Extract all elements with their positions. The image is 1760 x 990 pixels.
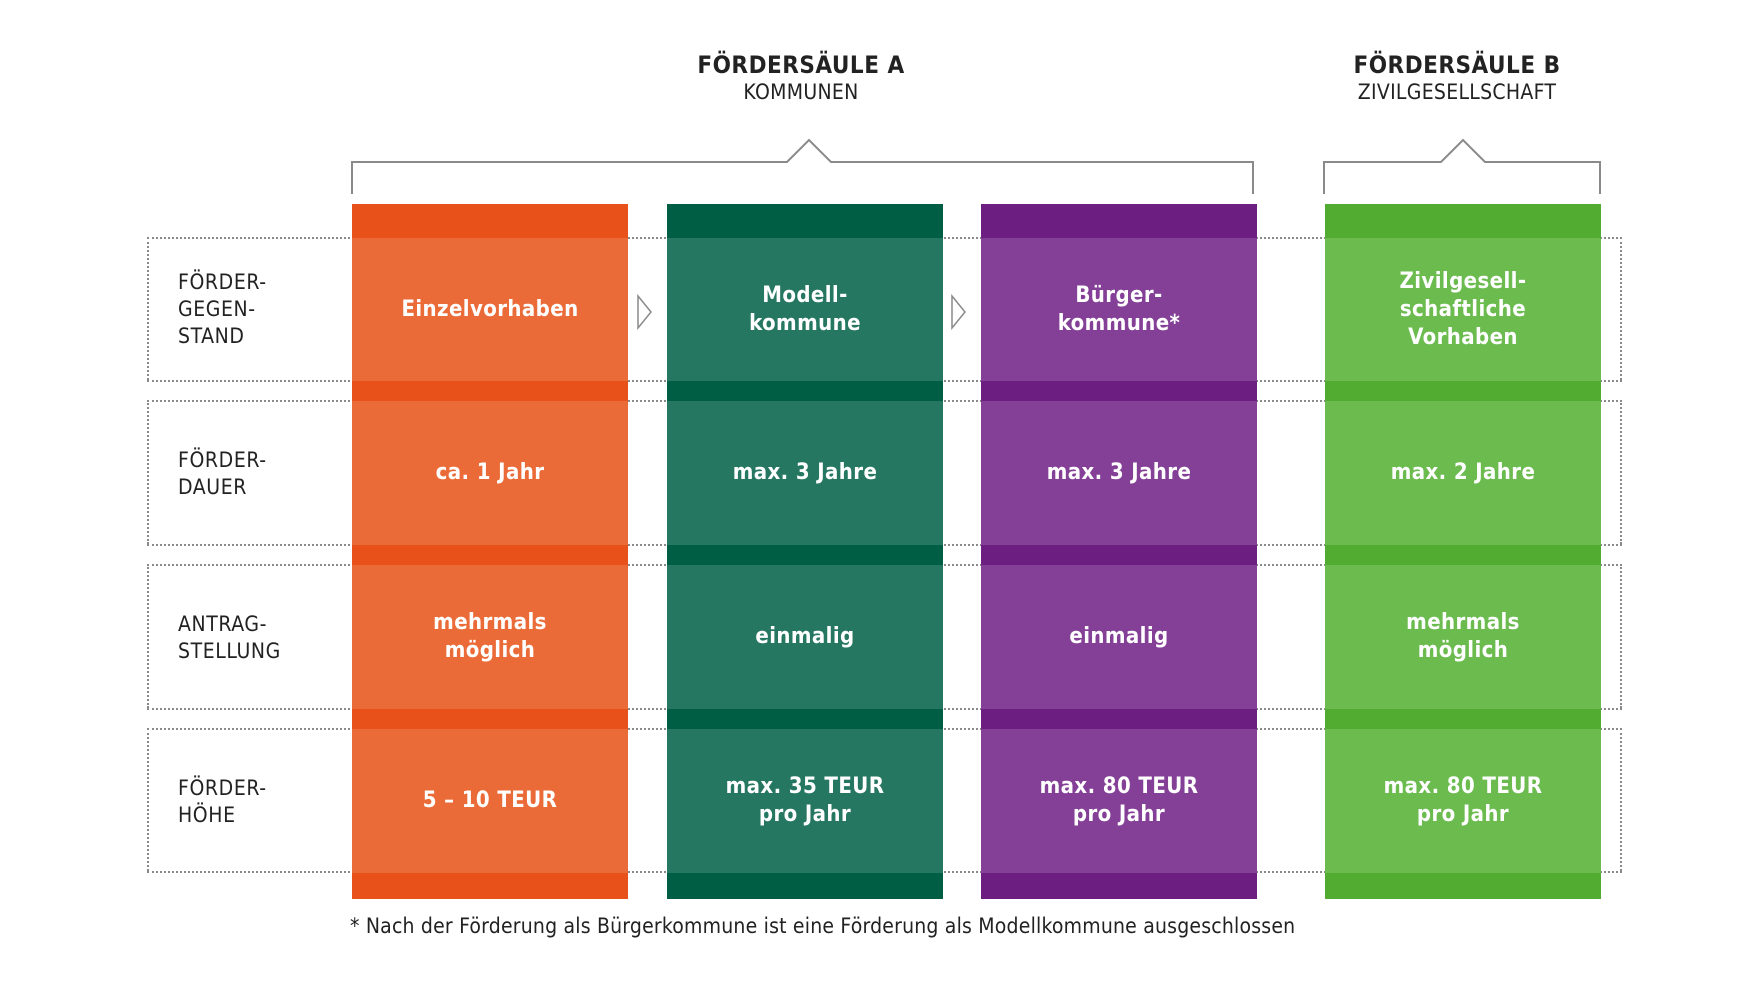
column-band bbox=[1325, 873, 1601, 899]
column-band bbox=[667, 709, 943, 729]
row-edge bbox=[1620, 728, 1622, 871]
column-cell: einmalig bbox=[981, 565, 1257, 709]
column-cell: mehrmals möglich bbox=[352, 565, 628, 709]
group-header-a: FÖRDERSÄULE A KOMMUNEN bbox=[591, 51, 1011, 105]
footnote: * Nach der Förderung als Bürgerkommune i… bbox=[350, 914, 1296, 938]
row-edge bbox=[1620, 237, 1622, 380]
arrow-right-icon bbox=[951, 294, 966, 330]
row-edge bbox=[1620, 564, 1622, 708]
row-label-foerderdauer: FÖRDER- DAUER bbox=[178, 448, 267, 499]
column-band bbox=[1325, 204, 1601, 238]
column-cell: 5 – 10 TEUR bbox=[352, 729, 628, 873]
group-title: FÖRDERSÄULE A bbox=[697, 51, 905, 79]
column-cell: mehrmals möglich bbox=[1325, 565, 1601, 709]
column-cell: max. 80 TEUR pro Jahr bbox=[981, 729, 1257, 873]
column-cell: ca. 1 Jahr bbox=[352, 401, 628, 545]
column-band bbox=[352, 545, 628, 565]
column-cell: Zivilgesell- schaftliche Vorhaben bbox=[1325, 238, 1601, 381]
column-band bbox=[352, 381, 628, 401]
column-band bbox=[981, 709, 1257, 729]
row-edge bbox=[147, 400, 149, 544]
column-cell: max. 2 Jahre bbox=[1325, 401, 1601, 545]
column-cell: max. 35 TEUR pro Jahr bbox=[667, 729, 943, 873]
bracket-group-a bbox=[351, 138, 1254, 194]
column-band bbox=[667, 873, 943, 899]
row-edge bbox=[147, 728, 149, 871]
column-band bbox=[981, 873, 1257, 899]
column-band bbox=[352, 709, 628, 729]
row-label-foerderhoehe: FÖRDER- HÖHE bbox=[178, 776, 267, 827]
column-band bbox=[981, 545, 1257, 565]
column-band bbox=[352, 204, 628, 238]
column-cell: Einzelvorhaben bbox=[352, 238, 628, 381]
row-edge bbox=[1620, 400, 1622, 544]
row-label-foerdergegenstand: FÖRDER- GEGEN- STAND bbox=[178, 270, 267, 348]
column-cell: max. 3 Jahre bbox=[667, 401, 943, 545]
arrow-right-icon bbox=[637, 294, 652, 330]
column-cell: Bürger- kommune* bbox=[981, 238, 1257, 381]
column-band bbox=[981, 381, 1257, 401]
column-band bbox=[1325, 381, 1601, 401]
group-title: FÖRDERSÄULE B bbox=[1353, 51, 1561, 79]
column-band bbox=[1325, 709, 1601, 729]
column-band bbox=[667, 545, 943, 565]
bracket-group-b bbox=[1323, 138, 1601, 194]
column-cell: einmalig bbox=[667, 565, 943, 709]
row-edge bbox=[147, 564, 149, 708]
column-band bbox=[667, 204, 943, 238]
column-band bbox=[352, 873, 628, 899]
column-band bbox=[1325, 545, 1601, 565]
group-header-b: FÖRDERSÄULE B ZIVILGESELLSCHAFT bbox=[1247, 51, 1667, 105]
column-cell: Modell- kommune bbox=[667, 238, 943, 381]
group-subtitle: ZIVILGESELLSCHAFT bbox=[1357, 80, 1557, 104]
column-band bbox=[667, 381, 943, 401]
row-label-antragstellung: ANTRAG- STELLUNG bbox=[178, 612, 281, 663]
column-cell: max. 80 TEUR pro Jahr bbox=[1325, 729, 1601, 873]
column-band bbox=[981, 204, 1257, 238]
column-cell: max. 3 Jahre bbox=[981, 401, 1257, 545]
group-subtitle: KOMMUNEN bbox=[743, 80, 859, 104]
row-edge bbox=[147, 237, 149, 380]
